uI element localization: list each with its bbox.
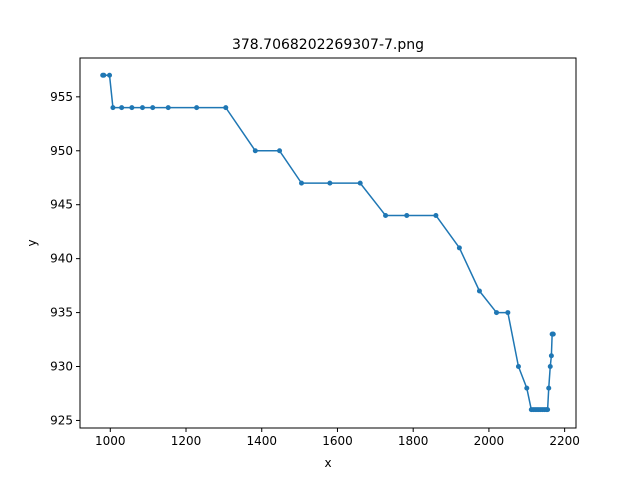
data-point — [107, 72, 113, 78]
data-point — [404, 212, 410, 218]
data-point — [433, 212, 439, 218]
x-tick-label: 2000 — [474, 434, 505, 448]
data-point — [546, 385, 552, 391]
y-tick-label: 940 — [50, 252, 73, 266]
plot-area-frame — [79, 57, 577, 429]
data-point — [505, 310, 511, 316]
y-tick-label: 955 — [50, 90, 73, 104]
data-point — [277, 148, 283, 154]
y-axis-label: y — [25, 239, 39, 246]
data-point — [515, 364, 521, 370]
data-point — [150, 105, 156, 111]
data-point — [252, 148, 258, 154]
x-tick-label: 2200 — [549, 434, 580, 448]
data-point — [139, 105, 145, 111]
plot-series — [100, 72, 556, 413]
data-point — [223, 105, 229, 111]
y-tick-label: 950 — [50, 144, 73, 158]
data-point — [357, 180, 363, 186]
x-tick-label: 1200 — [171, 434, 202, 448]
x-tick-label: 1800 — [398, 434, 429, 448]
data-point — [119, 105, 125, 111]
y-tick-label: 930 — [50, 360, 73, 374]
data-point — [476, 288, 482, 294]
data-point — [547, 364, 553, 370]
data-point — [548, 353, 554, 359]
chart-title: 378.7068202269307-7.png — [232, 37, 424, 53]
y-tick-label: 935 — [50, 306, 73, 320]
x-axis-label: x — [324, 456, 331, 470]
data-point — [165, 105, 171, 111]
x-tick-label: 1600 — [322, 434, 353, 448]
data-point — [101, 72, 107, 78]
x-tick-label: 1400 — [246, 434, 277, 448]
data-point — [129, 105, 135, 111]
data-point — [524, 385, 530, 391]
data-point — [383, 212, 389, 218]
data-point — [194, 105, 200, 111]
data-point — [550, 331, 556, 337]
data-point — [327, 180, 333, 186]
data-point — [545, 407, 551, 413]
x-axis-ticks: 1000 1200 1400 1600 1800 2000 2200 — [95, 428, 580, 448]
y-tick-label: 945 — [50, 198, 73, 212]
data-point — [110, 105, 116, 111]
data-point — [493, 310, 499, 316]
y-axis-ticks: 925 930 935 940 945 950 955 — [50, 90, 80, 427]
y-tick-label: 925 — [50, 413, 73, 427]
data-point — [456, 245, 462, 251]
x-tick-label: 1000 — [95, 434, 126, 448]
data-point — [299, 180, 304, 186]
